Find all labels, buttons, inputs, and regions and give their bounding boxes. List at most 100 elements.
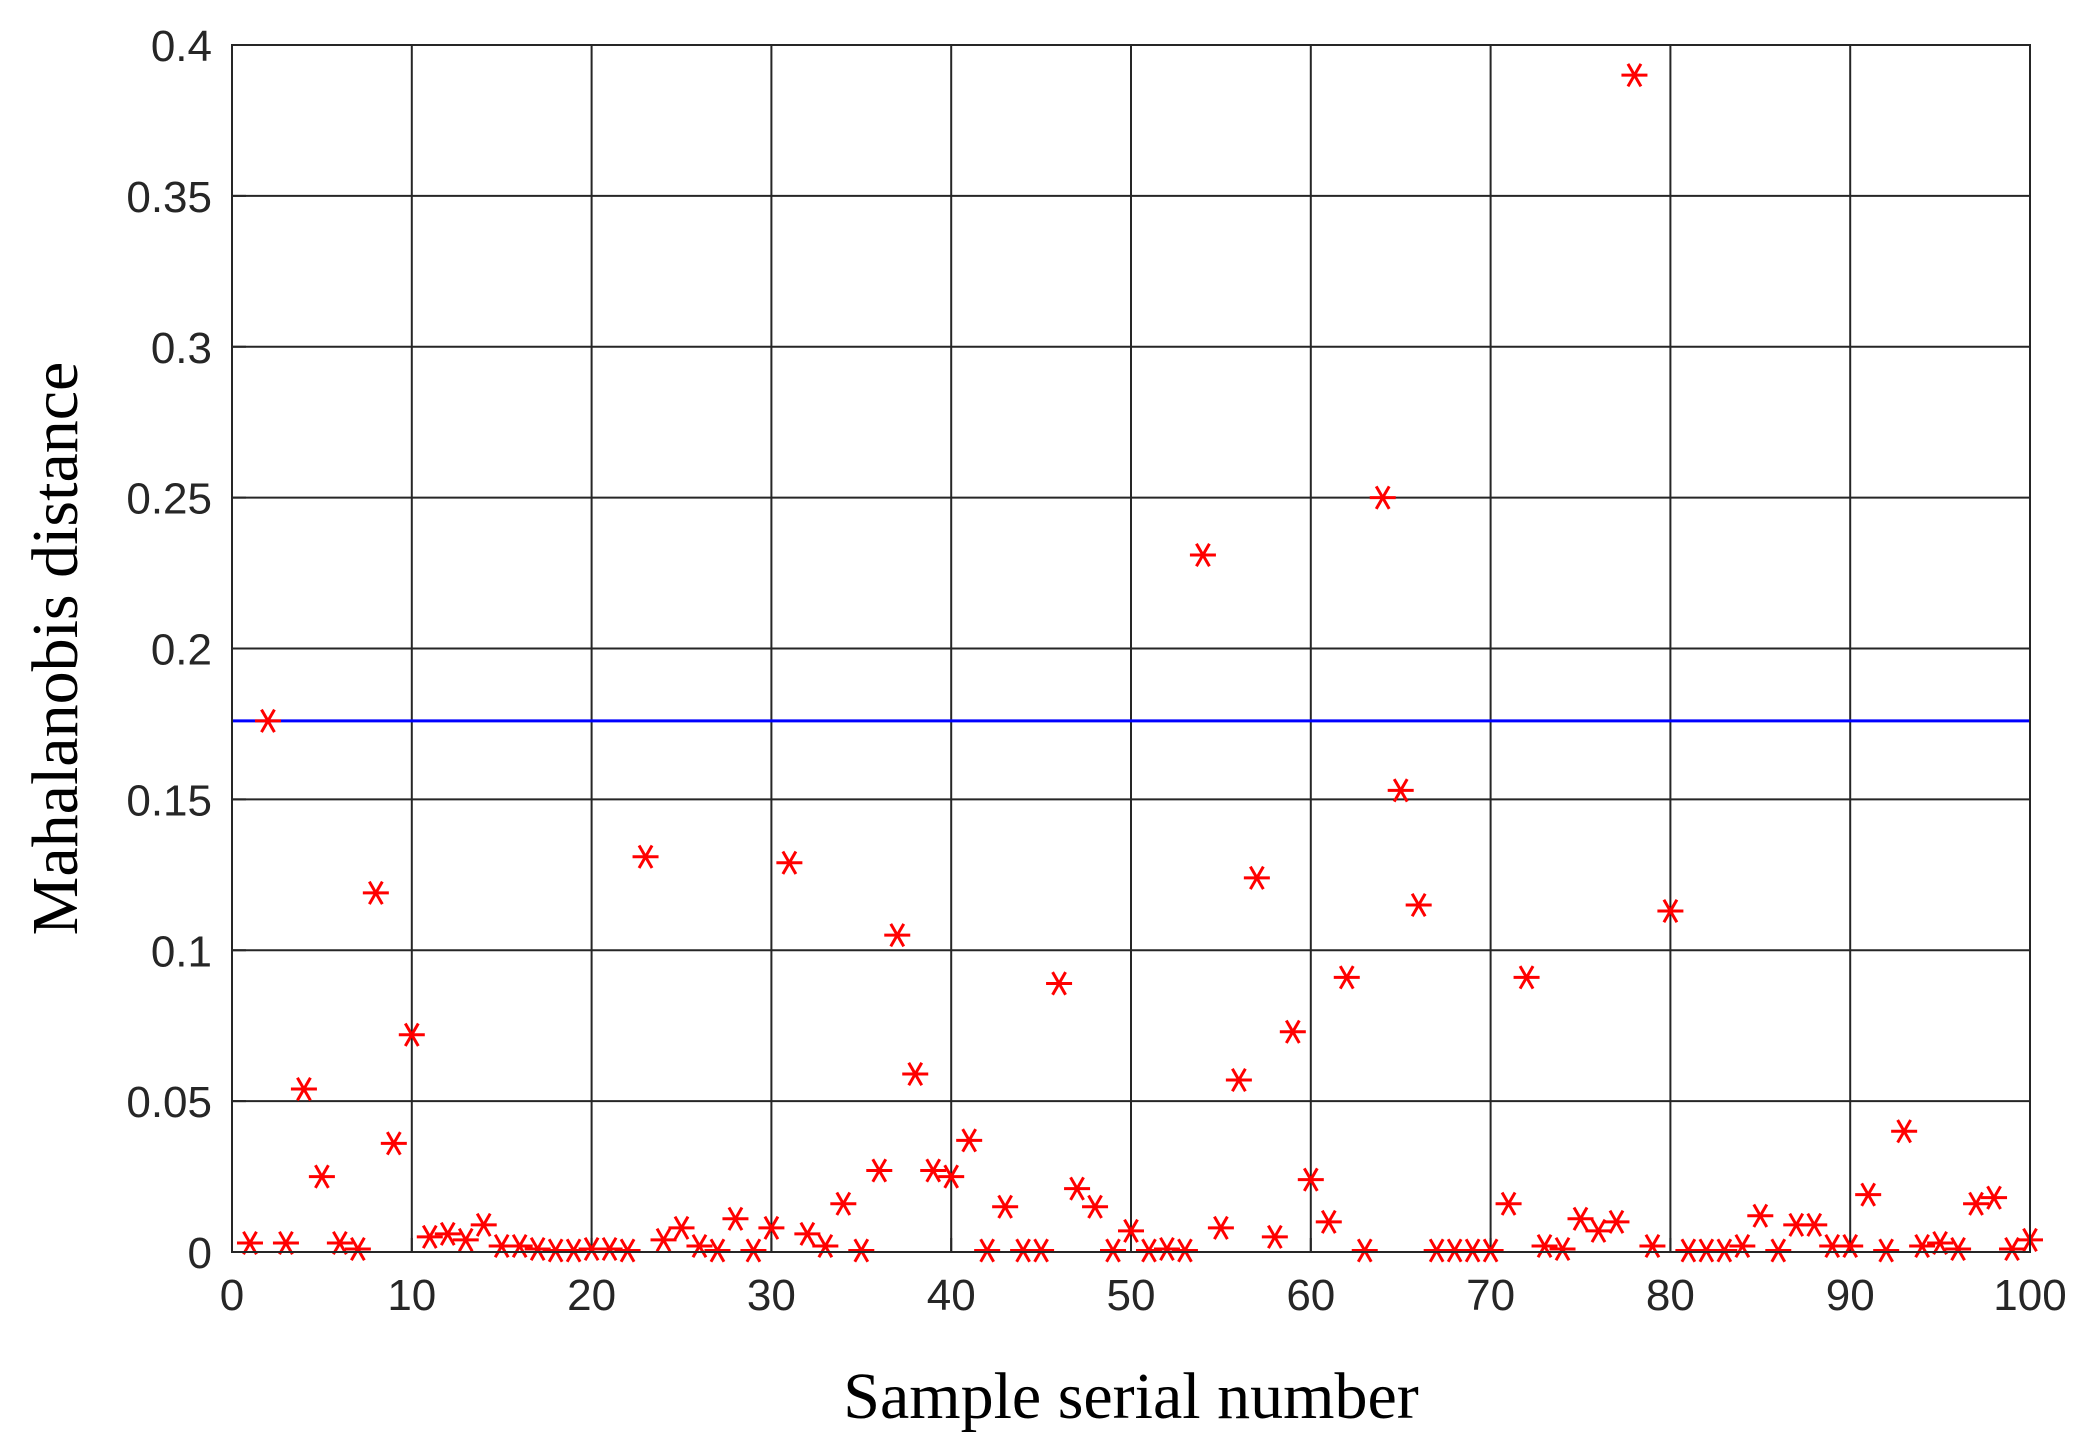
x-tick-label: 80 (1646, 1271, 1695, 1320)
data-point (1999, 1236, 2026, 1261)
y-tick-label: 0.3 (151, 324, 212, 373)
data-point (974, 1238, 1001, 1263)
data-point (596, 1236, 623, 1261)
data-point (344, 1236, 371, 1261)
data-point (1855, 1182, 1882, 1207)
data-point (272, 1230, 299, 1255)
y-tick-label: 0 (188, 1229, 212, 1278)
x-tick-label: 0 (220, 1271, 244, 1320)
data-points (236, 63, 2043, 1263)
data-point (866, 1158, 893, 1183)
y-axis-title: Mahalanobis distance (19, 362, 92, 936)
data-point (1297, 1167, 1324, 1192)
data-point (1945, 1236, 1972, 1261)
data-point (1118, 1218, 1144, 1243)
data-point (1064, 1176, 1091, 1201)
x-tick-label: 90 (1826, 1271, 1875, 1320)
data-point (452, 1227, 479, 1252)
data-point (380, 1131, 407, 1156)
x-tick-label: 100 (1993, 1271, 2066, 1320)
data-point (290, 1077, 317, 1102)
data-point (1603, 1209, 1630, 1234)
data-point (1171, 1238, 1198, 1263)
data-point (632, 844, 659, 869)
data-point (1567, 1206, 1594, 1231)
data-point (668, 1215, 695, 1240)
data-point (362, 880, 389, 905)
data-point (1711, 1238, 1738, 1263)
data-point (758, 1215, 785, 1240)
data-point (1100, 1238, 1127, 1263)
data-point (884, 923, 911, 948)
data-point (722, 1206, 749, 1231)
data-point (740, 1238, 767, 1263)
data-point (1873, 1238, 1900, 1263)
data-point (1225, 1067, 1252, 1093)
data-point (1639, 1233, 1666, 1258)
data-point (416, 1224, 443, 1249)
data-point (1261, 1224, 1288, 1249)
data-point (1405, 892, 1432, 917)
data-point (1207, 1215, 1234, 1240)
data-point (1909, 1233, 1936, 1258)
data-point (848, 1238, 875, 1263)
x-tick-label: 20 (567, 1271, 616, 1320)
data-point (1189, 542, 1216, 567)
x-axis-title: Sample serial number (843, 1360, 1419, 1433)
data-point (1369, 485, 1396, 510)
data-point (956, 1128, 983, 1153)
x-tick-label: 70 (1466, 1271, 1515, 1320)
x-tick-label: 30 (747, 1271, 796, 1320)
y-tick-label: 0.2 (151, 626, 212, 675)
data-point (686, 1233, 713, 1258)
data-point (1135, 1238, 1162, 1263)
y-tick-label: 0.15 (126, 776, 212, 825)
y-tick-label: 0.35 (126, 173, 212, 222)
data-point (830, 1191, 857, 1216)
plot-frame (231, 44, 2031, 1253)
data-point (938, 1164, 965, 1189)
data-point (902, 1061, 929, 1086)
data-point (1657, 899, 1684, 924)
data-point (398, 1022, 425, 1047)
data-point (506, 1233, 533, 1258)
data-point (704, 1238, 731, 1263)
data-point (794, 1221, 821, 1246)
data-point (650, 1227, 677, 1252)
data-point (1243, 865, 1270, 890)
data-point (1387, 778, 1414, 803)
x-axis-tick-labels: 0 10 20 30 40 50 60 70 80 90 100 (220, 1271, 2067, 1320)
data-point (1927, 1230, 1954, 1255)
data-point (560, 1238, 587, 1263)
x-tick-label: 60 (1286, 1271, 1335, 1320)
data-point (1837, 1233, 1864, 1258)
data-point (1351, 1238, 1378, 1263)
data-point (1891, 1119, 1918, 1144)
data-point (1082, 1194, 1109, 1219)
data-point (920, 1158, 947, 1183)
data-point (812, 1233, 839, 1258)
data-point (1585, 1218, 1612, 1243)
y-tick-label: 0.05 (126, 1078, 212, 1127)
data-point (1046, 971, 1073, 996)
data-point (1981, 1185, 2008, 1210)
data-point (1549, 1236, 1576, 1261)
y-tick-label: 0.1 (151, 927, 212, 976)
data-point (1729, 1233, 1756, 1258)
y-tick-label: 0.25 (126, 475, 212, 524)
x-tick-label: 50 (1107, 1271, 1156, 1320)
data-point (1621, 63, 1648, 88)
data-point (434, 1221, 461, 1246)
data-point (1315, 1209, 1342, 1234)
data-point (776, 850, 803, 875)
data-point (470, 1212, 497, 1237)
data-point (1333, 965, 1360, 990)
data-point (236, 1230, 263, 1255)
data-point (1963, 1191, 1990, 1216)
data-point (524, 1236, 551, 1261)
data-point (308, 1164, 335, 1189)
x-tick-label: 40 (927, 1271, 976, 1320)
data-point (1801, 1212, 1828, 1237)
